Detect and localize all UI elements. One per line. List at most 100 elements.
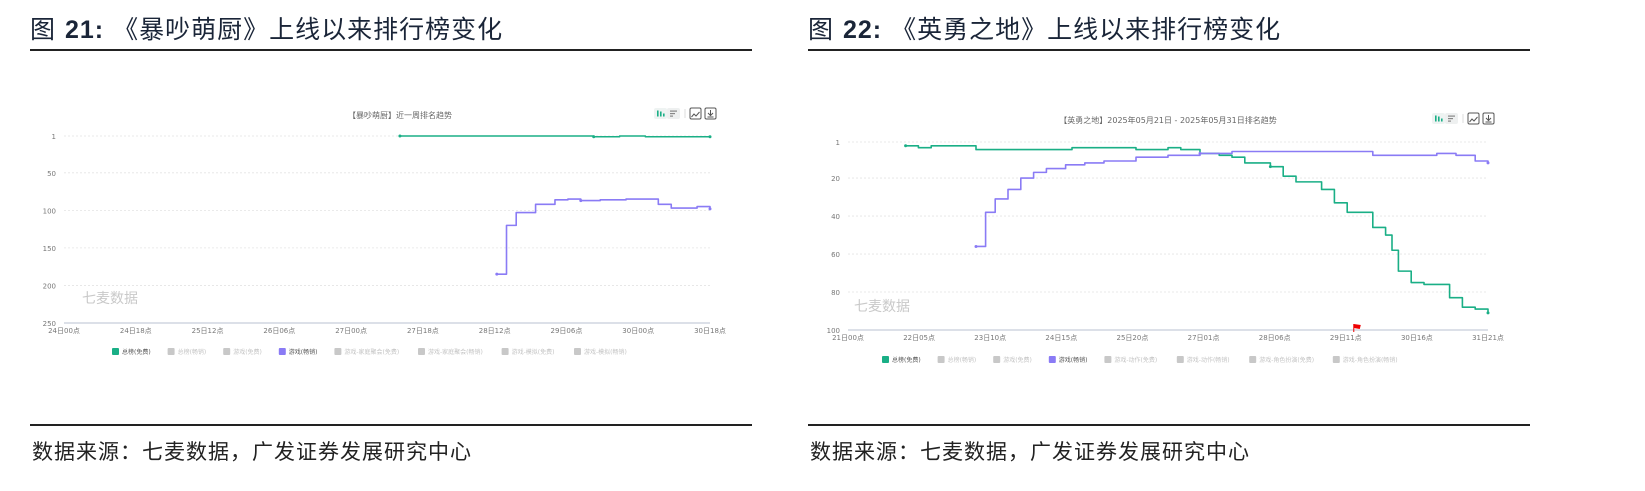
chart-toolbar [654,107,717,120]
series-line[interactable] [495,198,712,276]
figure-number: 21: [64,16,105,44]
legend-item[interactable]: 游戏-模拟(免费) [501,348,555,356]
x-axis: 24日00点 24日18点 25日12点 26日06点 27日00点 27日18点 28日1… [48,327,726,335]
data-point[interactable] [1486,311,1490,315]
legend-item[interactable]: 游戏-角色扮演(畅销) [1332,356,1398,364]
watermark: 七麦数据 [82,291,138,307]
data-point[interactable] [495,272,499,276]
legend-item[interactable]: 游戏(畅销) [1048,356,1088,364]
svg-text:游戏-角色扮演(免费): 游戏-角色扮演(免费) [1259,356,1314,364]
legend: 总榜(免费) 总榜(畅销) 游戏(免费) 游戏(畅销) 游戏-动作(免费) 游戏-动作(畅… [882,356,1398,364]
chart-toolbar [1432,112,1495,125]
svg-text:游戏(畅销): 游戏(畅销) [289,348,318,356]
legend-item[interactable]: 游戏-角色扮演(免费) [1249,356,1314,364]
x-tick-label: 25日20点 [1117,334,1149,342]
svg-text:游戏-模拟(畅销): 游戏-模拟(畅销) [584,348,627,356]
y-tick-label: 40 [831,213,840,221]
legend-item[interactable]: 游戏-动作(免费) [1104,356,1157,364]
x-tick-label: 28日06点 [1259,334,1291,342]
x-tick-label: 25日12点 [192,327,224,335]
y-tick-label: 60 [831,251,840,259]
data-point[interactable] [904,144,908,148]
y-tick-label: 200 [43,282,56,290]
x-tick-label: 28日12点 [479,327,511,335]
figure-22: 图 22: 《英勇之地》上线以来排行榜变化 【英勇之地】2025年05月21日 … [808,0,1530,491]
legend: 总榜(免费) 总榜(畅销) 游戏(免费) 游戏(畅销) 游戏-家庭聚会(免费) 游戏-家庭… [112,348,627,356]
figure-title: 图 21: 《暴吵萌厨》上线以来排行榜变化 [30,10,503,46]
data-point[interactable] [1268,165,1272,169]
x-tick-label: 30日18点 [694,327,726,335]
y-tick-label: 250 [43,320,56,328]
bar-chart-icon[interactable] [654,108,667,119]
x-tick-label: 26日06点 [263,327,295,335]
figure-number: 22: [842,16,883,44]
data-point[interactable] [1486,161,1490,165]
list-icon[interactable] [1445,113,1458,124]
x-tick-label: 27日00点 [335,327,367,335]
figure-label: 图 [808,15,835,44]
legend-item[interactable]: 总榜(免费) [882,356,921,364]
image-icon[interactable] [1467,112,1480,125]
x-axis: 21日00点 22日05点 23日10点 24日15点 25日20点 27日01点 28日0… [832,334,1504,342]
x-tick-label: 30日16点 [1401,334,1433,342]
data-point[interactable] [592,135,596,139]
chart-title: 【暴吵萌厨】近一周排名趋势 [348,110,452,120]
data-point[interactable] [974,244,978,248]
legend-item[interactable]: 总榜(免费) [112,348,151,356]
watermark: 七麦数据 [854,299,910,315]
series-line[interactable] [398,134,712,139]
data-point[interactable] [579,199,583,203]
figure-caption: 《暴吵萌厨》上线以来排行榜变化 [113,15,504,44]
x-tick-label: 29日11点 [1330,334,1362,342]
svg-text:游戏-家庭聚会(免费): 游戏-家庭聚会(免费) [344,348,399,356]
legend-item[interactable]: 游戏-模拟(畅销) [574,348,627,356]
figure-title: 图 22: 《英勇之地》上线以来排行榜变化 [808,10,1281,46]
download-icon[interactable] [704,107,717,120]
svg-text:游戏-家庭聚会(畅销): 游戏-家庭聚会(畅销) [428,348,483,356]
data-point[interactable] [1198,151,1202,155]
svg-text:游戏(畅销): 游戏(畅销) [1059,356,1088,364]
legend-item[interactable]: 游戏-家庭聚会(免费) [334,348,399,356]
chart-title: 【英勇之地】2025年05月21日 - 2025年05月31日排名趋势 [1059,115,1276,125]
legend-item[interactable]: 总榜(畅销) [167,348,207,356]
legend-item[interactable]: 游戏-家庭聚会(畅销) [418,348,483,356]
x-tick-label: 27日01点 [1188,334,1220,342]
svg-text:总榜(畅销): 总榜(畅销) [948,356,977,364]
figure-label: 图 [30,15,57,44]
x-tick-label: 29日06点 [551,327,583,335]
bar-chart-icon[interactable] [1432,113,1445,124]
svg-text:游戏-动作(畅销): 游戏-动作(畅销) [1187,356,1230,364]
x-tick-label: 22日05点 [903,334,935,342]
svg-text:游戏-动作(免费): 游戏-动作(免费) [1114,356,1157,364]
data-point[interactable] [708,207,712,211]
y-axis: 1 20 40 60 80 100 [827,139,1488,335]
image-icon[interactable] [689,107,702,120]
series-line[interactable] [974,150,1490,248]
y-tick-label: 80 [831,289,840,297]
x-tick-label: 30日00点 [622,327,654,335]
title-rule [30,49,752,51]
list-icon[interactable] [667,108,680,119]
data-point[interactable] [398,134,402,138]
svg-text:总榜(免费): 总榜(免费) [122,348,151,356]
svg-text:游戏-角色扮演(畅销): 游戏-角色扮演(畅销) [1343,356,1398,364]
source-note: 数据来源：七麦数据，广发证券发展研究中心 [810,440,1250,464]
data-point[interactable] [708,135,712,139]
legend-item[interactable]: 游戏(免费) [993,356,1032,364]
legend-item[interactable]: 游戏(免费) [223,348,262,356]
y-tick-label: 150 [43,245,56,253]
legend-item[interactable]: 游戏(畅销) [278,348,318,356]
source-note: 数据来源：七麦数据，广发证券发展研究中心 [32,440,472,464]
x-tick-label: 24日18点 [120,327,152,335]
x-tick-label: 23日10点 [974,334,1006,342]
legend-item[interactable]: 游戏-动作(畅销) [1176,356,1230,364]
legend-item[interactable]: 总榜(畅销) [937,356,977,364]
x-tick-label: 31日21点 [1472,334,1504,342]
series-line[interactable] [904,144,1490,315]
download-icon[interactable] [1482,112,1495,125]
svg-text:游戏(免费): 游戏(免费) [233,348,262,356]
flag-icon[interactable] [1353,324,1361,332]
source-rule [808,424,1530,426]
